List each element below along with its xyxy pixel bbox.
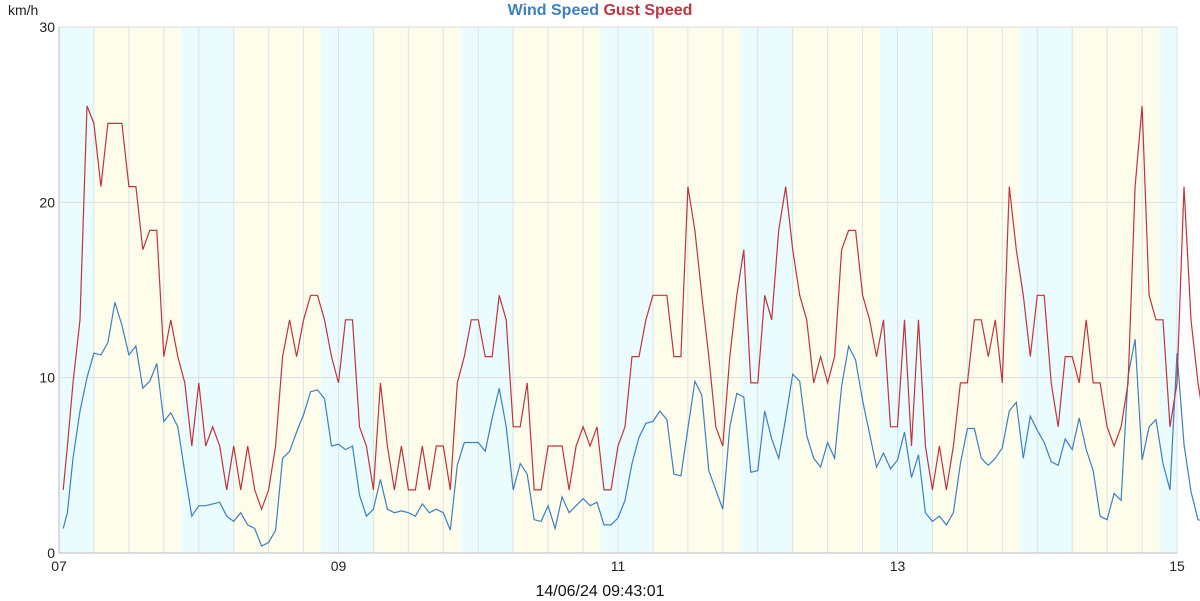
y-tick-label: 20 bbox=[39, 194, 55, 210]
x-tick-label: 07 bbox=[51, 558, 67, 574]
day-band bbox=[233, 27, 322, 553]
gust-speed-line bbox=[62, 105, 1200, 511]
y-tick-label: 10 bbox=[39, 370, 55, 386]
day-band bbox=[513, 27, 601, 553]
wind-speed-line bbox=[62, 302, 1200, 547]
day-band bbox=[93, 27, 182, 553]
x-tick-label: 15 bbox=[1169, 558, 1185, 574]
grid-lines bbox=[58, 26, 1178, 553]
y-axis-unit-label: km/h bbox=[8, 2, 39, 18]
day-band bbox=[652, 27, 741, 553]
series-lines bbox=[62, 105, 1200, 547]
legend-wind-speed: Wind Speed bbox=[507, 2, 600, 19]
tick-labels: 07 09 11 13 15 0 10 20 30 bbox=[39, 19, 1185, 574]
timestamp-label: 14/06/24 09:43:01 bbox=[535, 583, 665, 600]
x-tick-label: 11 bbox=[611, 558, 626, 574]
day-band bbox=[932, 27, 1020, 553]
y-tick-label: 30 bbox=[39, 19, 55, 35]
day-band bbox=[1072, 27, 1160, 553]
x-tick-label: 09 bbox=[331, 558, 347, 574]
day-band bbox=[792, 27, 881, 553]
legend-gust-speed: Gust Speed bbox=[603, 2, 693, 19]
x-tick-label: 13 bbox=[890, 558, 906, 574]
axes bbox=[58, 27, 1177, 554]
y-tick-label: 0 bbox=[47, 545, 55, 561]
chart-legend-title: Wind Speed Gust Speed bbox=[0, 2, 1200, 20]
